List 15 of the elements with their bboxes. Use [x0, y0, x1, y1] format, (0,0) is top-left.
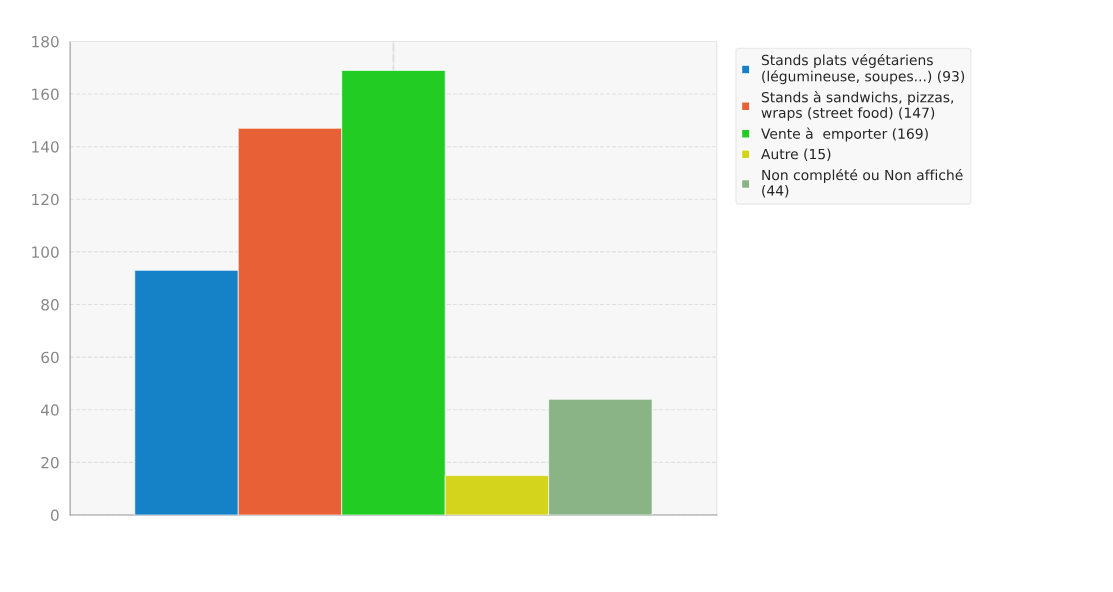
y-tick-label: 140: [32, 141, 59, 153]
y-tick-label: 80: [41, 299, 59, 311]
legend-label: Stands à sandwichs, pizzas, wraps (street food) (147): [761, 91, 954, 121]
y-tick-label: 0: [50, 509, 59, 522]
y-tick-label: 40: [41, 404, 59, 416]
legend-label: Stands plats végétariens (légumineuse, soupes...) (93): [761, 53, 965, 85]
y-tick-label: 120: [32, 193, 59, 206]
y-tick-label: 20: [41, 456, 59, 469]
legend-label: Autre (15): [761, 148, 831, 161]
y-tick-label: 180: [32, 35, 59, 48]
legend-label: Non complété ou Non affiché (44): [762, 168, 963, 198]
legend-label: Vente à emporter (169): [761, 127, 928, 142]
y-tick-label: 160: [32, 88, 59, 101]
y-tick-label: 60: [41, 351, 59, 364]
y-tick-label: 100: [32, 246, 59, 258]
